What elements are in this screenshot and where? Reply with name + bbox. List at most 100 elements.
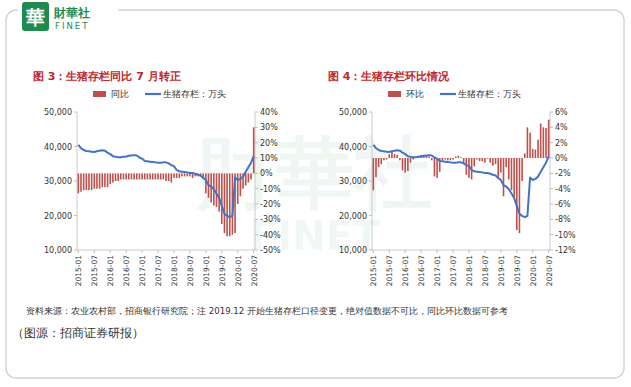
plot [373, 120, 550, 233]
bar [436, 158, 438, 178]
bar [99, 173, 101, 188]
legend-swatch [145, 93, 161, 95]
bar [378, 158, 380, 167]
bar [221, 173, 223, 224]
x-tick [373, 250, 374, 253]
y2-tick-label: -4% [555, 185, 571, 194]
bar [495, 158, 497, 164]
y2-tick [550, 234, 553, 235]
bar [407, 158, 409, 171]
bar [104, 173, 106, 187]
y2-tick [255, 158, 258, 159]
bar [492, 158, 494, 166]
x-tick-label: 2019-07 [218, 255, 227, 287]
y-tick-label: 10,000 [44, 246, 72, 255]
logo-box [22, 2, 49, 31]
bar [458, 156, 460, 158]
y2-tick [255, 234, 258, 235]
logo-name: 財華社 [53, 6, 90, 20]
y-tick [74, 215, 77, 216]
bar [521, 158, 523, 181]
y-tick [74, 112, 77, 113]
y2-tick [550, 142, 553, 143]
y2-tick [550, 188, 553, 189]
bar [447, 158, 449, 160]
bar [476, 158, 478, 160]
x-tick-label: 2017-07 [154, 255, 163, 287]
bar [218, 173, 220, 211]
bar [125, 173, 127, 179]
plot [78, 127, 255, 236]
y2-tick [255, 173, 258, 174]
chart-title: 图 4：生猪存栏环比情况 [328, 70, 450, 83]
bar [388, 154, 390, 158]
x-tick [221, 250, 222, 253]
x-tick [548, 250, 549, 253]
bar [248, 173, 250, 182]
bar [381, 158, 383, 164]
y2-tick-label: -6% [555, 200, 571, 209]
y2-tick-label: 0% [555, 154, 568, 163]
bar [391, 152, 393, 158]
bar [157, 173, 159, 179]
y2-tick-label: -2% [555, 169, 571, 178]
y2-tick [255, 204, 258, 205]
x-tick [142, 250, 143, 253]
y2-tick [550, 250, 553, 251]
logo-mark: 華 [25, 6, 45, 28]
bar [373, 158, 375, 190]
bar [479, 158, 481, 161]
bar [503, 158, 505, 196]
x-tick-label: 2016-07 [122, 255, 131, 287]
x-tick [173, 250, 174, 253]
x-axis [77, 250, 255, 251]
x-tick [205, 250, 206, 253]
bar [452, 158, 454, 160]
y2-tick-label: 40% [260, 108, 278, 117]
y-tick [369, 181, 372, 182]
bar [481, 158, 483, 161]
bar [96, 173, 98, 188]
bar [237, 173, 239, 204]
x-tick-label: 2016-07 [417, 255, 426, 287]
bar [229, 173, 231, 236]
x-tick [189, 250, 190, 253]
x-tick [158, 250, 159, 253]
bar [516, 158, 518, 230]
bar [115, 173, 117, 181]
x-tick [437, 250, 438, 253]
bar [136, 173, 138, 179]
legend-swatch [388, 91, 401, 97]
y2-tick-label: 2% [555, 139, 568, 148]
bar [117, 173, 119, 181]
x-tick [94, 250, 95, 253]
chart: 图 3：生猪存栏同比 7 月转正同比生猪存栏：万头10,00020,00030,… [33, 70, 281, 286]
bar [240, 173, 242, 196]
x-tick-label: 2019-01 [202, 255, 211, 287]
line [78, 145, 253, 217]
x-tick-label: 2020-01 [234, 255, 243, 287]
y2-axis [550, 112, 551, 250]
x-tick-label: 2017-01 [138, 255, 147, 287]
x-tick-label: 2015-01 [369, 255, 378, 287]
legend-swatch [93, 91, 106, 97]
bar [165, 173, 167, 181]
bar [383, 158, 385, 160]
x-tick-label: 2015-07 [90, 255, 99, 287]
bar [120, 173, 122, 179]
x-tick-label: 2019-01 [497, 255, 506, 287]
x-tick-label: 2018-07 [481, 255, 490, 287]
y2-tick [550, 158, 553, 159]
y2-tick-label: -12% [555, 246, 576, 255]
bar [527, 127, 529, 158]
x-tick-label: 2018-01 [170, 255, 179, 287]
y2-tick-label: -10% [555, 231, 576, 240]
y2-tick [255, 142, 258, 143]
bar [173, 173, 175, 178]
source-note: 资料来源：农业农村部，招商银行研究院；注 2019.12 开始生猪存栏口径变更，… [26, 306, 508, 316]
x-tick-label: 2015-01 [74, 255, 83, 287]
y-tick-label: 30,000 [339, 177, 367, 186]
bar [184, 173, 186, 176]
bar [245, 173, 247, 185]
bar [487, 158, 489, 160]
